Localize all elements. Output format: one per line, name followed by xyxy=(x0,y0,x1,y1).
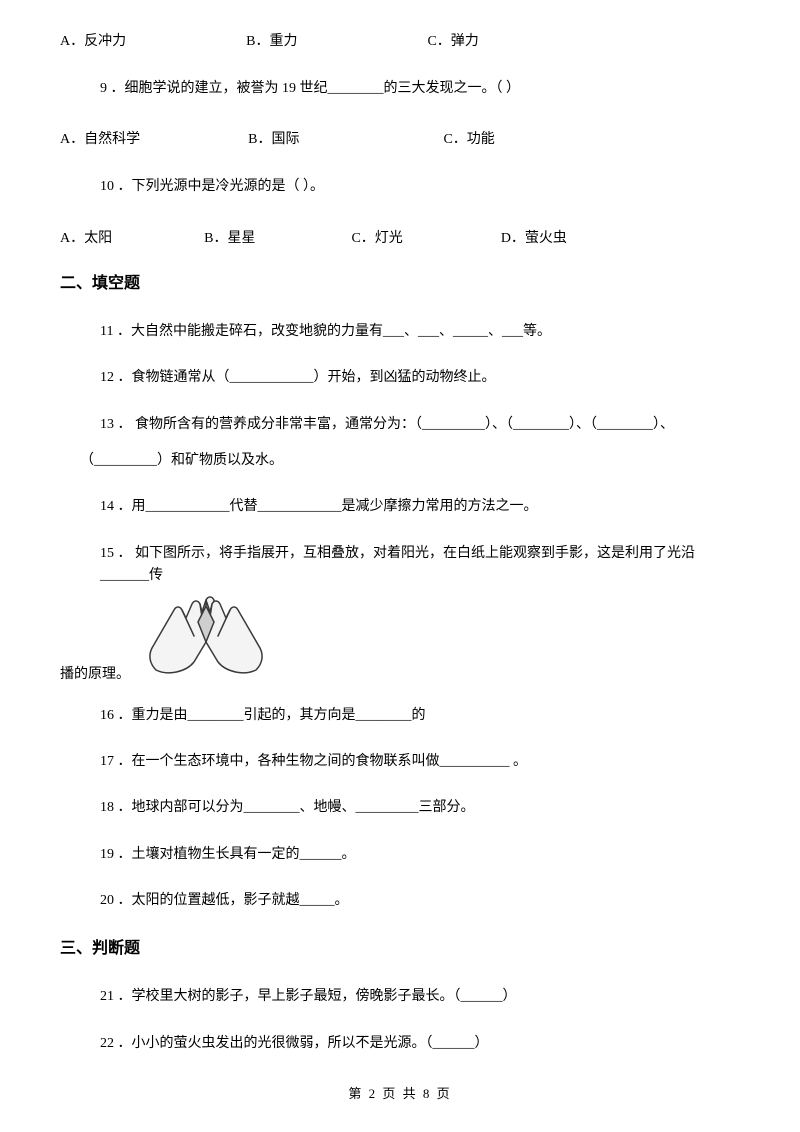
q18-text: 18 ．地球内部可以分为________、地幔、_________三部分。 xyxy=(100,797,740,819)
q10-opt-a: A．太阳 xyxy=(60,227,112,247)
q10-options-row: A．太阳 B．星星 C．灯光 D．萤火虫 xyxy=(60,227,740,247)
page-footer: 第 2 页 共 8 页 xyxy=(0,1083,800,1102)
q16-text: 16 ．重力是由________引起的，其方向是________的 xyxy=(100,705,740,727)
q11-text: 11 ．大自然中能搬走碎石，改变地貌的力量有___、___、_____、___等… xyxy=(100,321,740,343)
q15-text: 15 ． 如下图所示，将手指展开，互相叠放，对着阳光，在白纸上能观察到手影，这是… xyxy=(100,543,740,588)
q13-line2: （_________）和矿物质以及水。 xyxy=(80,450,740,472)
hands-icon xyxy=(136,592,276,683)
q12-text: 12 ．食物链通常从（____________）开始，到凶猛的动物终止。 xyxy=(100,367,740,389)
q15-tail-text: 播的原理。 xyxy=(60,663,130,683)
q10-opt-b: B．星星 xyxy=(204,227,255,247)
opt-a: A．反冲力 xyxy=(60,30,126,50)
q19-text: 19 ．土壤对植物生长具有一定的______。 xyxy=(100,844,740,866)
q14-text: 14 ．用____________代替____________是减少摩擦力常用的… xyxy=(100,496,740,518)
q8-options-row: A．反冲力 B．重力 C．弹力 xyxy=(60,30,740,50)
q20-text: 20 ．太阳的位置越低，影子就越_____。 xyxy=(100,890,740,912)
q9-options-row: A．自然科学 B．国际 C．功能 xyxy=(60,128,740,148)
q9-text: 9 ．细胞学说的建立，被誉为 19 世纪________的三大发现之一。（ ） xyxy=(100,78,740,100)
q10-text: 10 ．下列光源中是冷光源的是（ ）。 xyxy=(100,176,740,198)
section-2-title: 二、填空题 xyxy=(60,269,740,293)
section-3-title: 三、判断题 xyxy=(60,934,740,958)
q21-text: 21 ．学校里大树的影子，早上影子最短，傍晚影子最长。（______） xyxy=(100,986,740,1008)
q22-text: 22 ．小小的萤火虫发出的光很微弱，所以不是光源。（______） xyxy=(100,1033,740,1055)
q10-opt-d: D．萤火虫 xyxy=(501,227,567,247)
q9-opt-a: A．自然科学 xyxy=(60,128,140,148)
opt-b: B．重力 xyxy=(246,30,297,50)
q17-text: 17 ．在一个生态环境中，各种生物之间的食物联系叫做__________ 。 xyxy=(100,751,740,773)
q13-line1: 13 ． 食物所含有的营养成分非常丰富，通常分为：（_________）、（__… xyxy=(100,414,740,436)
q10-opt-c: C．灯光 xyxy=(351,227,402,247)
q15-tail-row: 播的原理。 xyxy=(60,592,740,683)
q9-opt-c: C．功能 xyxy=(443,128,494,148)
opt-c: C．弹力 xyxy=(427,30,478,50)
q9-opt-b: B．国际 xyxy=(248,128,299,148)
